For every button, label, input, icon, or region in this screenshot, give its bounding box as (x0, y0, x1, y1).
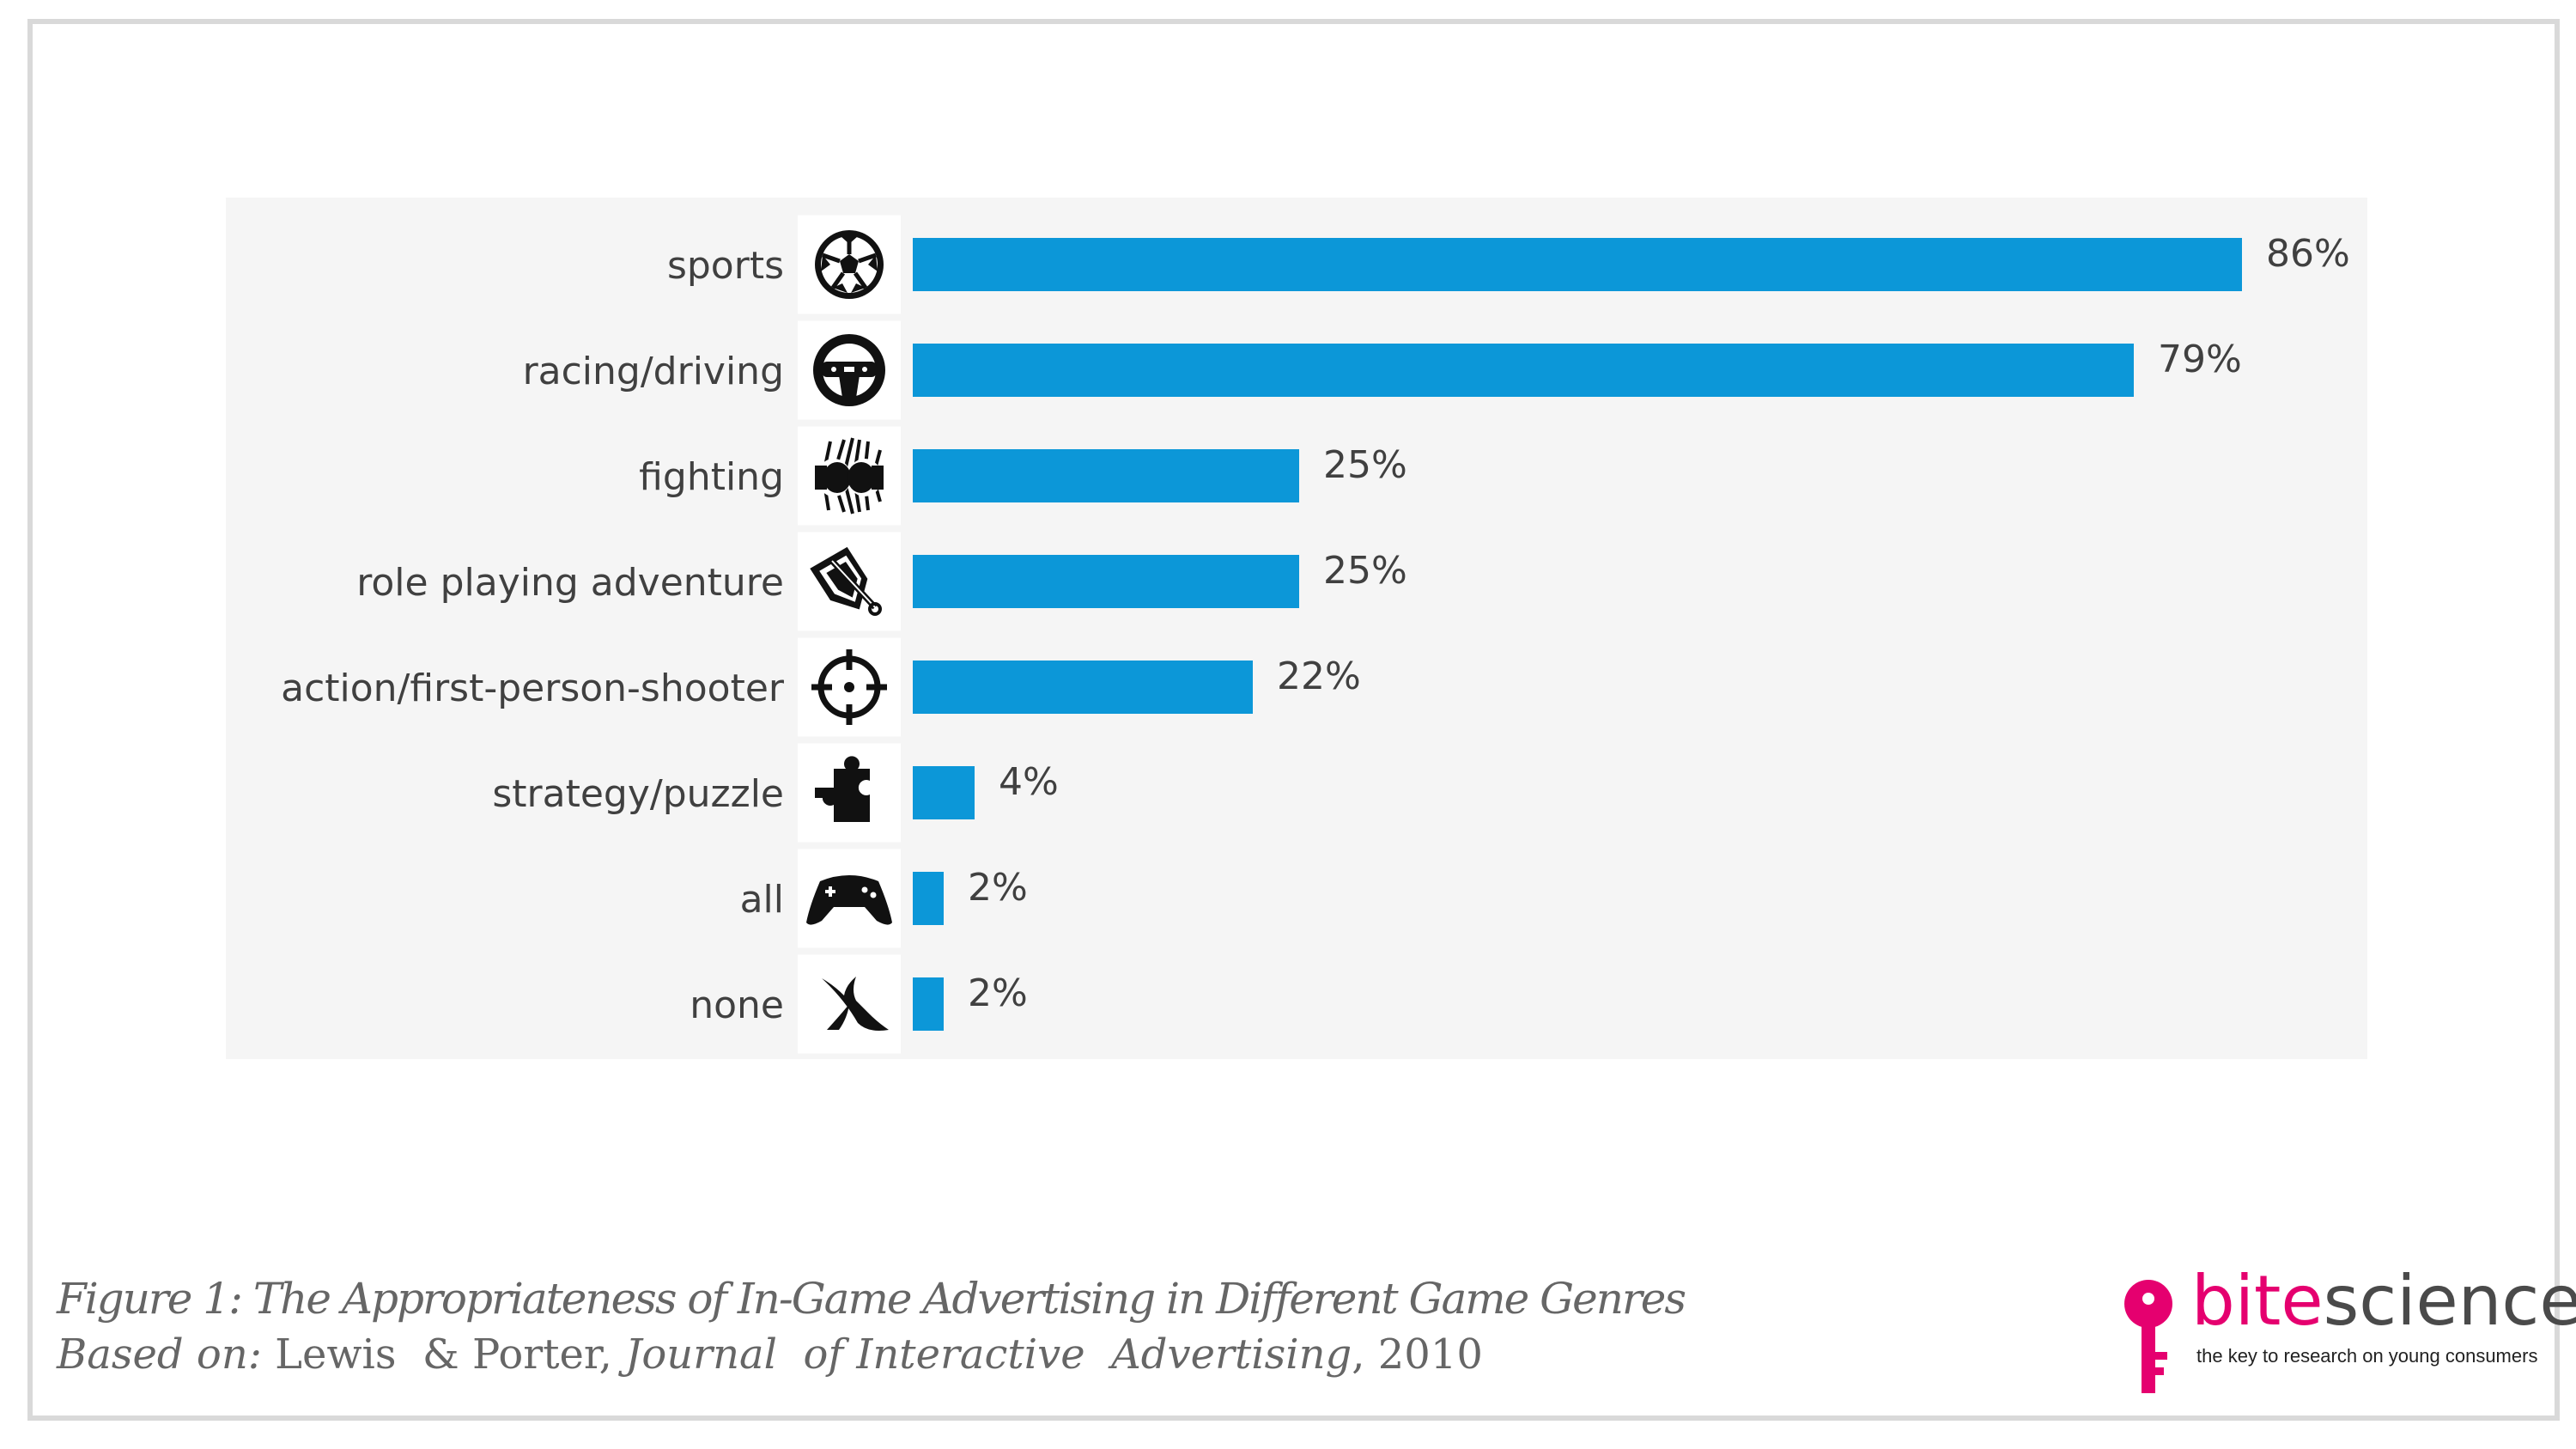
category-label: racing/driving (523, 350, 784, 393)
logo-tagline: the key to research on young consumers (2196, 1345, 2538, 1367)
value-label: 79% (2158, 338, 2242, 381)
logo-science: science (2323, 1261, 2576, 1341)
caption-source: Based on: Lewis & Porter, Journal of Int… (57, 1330, 1685, 1379)
value-label: 25% (1323, 549, 1407, 593)
caption-title: Figure 1: The Appropriateness of In-Game… (57, 1274, 1686, 1324)
chart-panel (226, 198, 2367, 1059)
value-label: 86% (2266, 232, 2350, 276)
bar-4 (913, 661, 1253, 714)
category-label: strategy/puzzle (492, 772, 784, 816)
value-label: 4% (999, 760, 1059, 804)
category-label: fighting (639, 455, 784, 499)
caption-source-journal: Journal of Interactive Advertising (625, 1330, 1352, 1379)
value-label: 22% (1277, 654, 1361, 698)
bar-7 (913, 977, 944, 1031)
value-label: 25% (1323, 443, 1407, 487)
bar-0 (913, 238, 2242, 291)
category-label: role playing adventure (356, 561, 784, 605)
bar-5 (913, 766, 975, 819)
steering-wheel-icon (813, 334, 885, 406)
value-label: 2% (968, 971, 1028, 1015)
bar-6 (913, 872, 944, 925)
category-label: sports (667, 244, 784, 288)
bar-2 (913, 449, 1299, 502)
caption-source-authors: Lewis & Porter, (261, 1330, 626, 1379)
soccer-ball-icon (815, 230, 884, 299)
logo-bite: bite (2191, 1261, 2324, 1341)
key-icon (2124, 1280, 2172, 1393)
category-label: none (690, 983, 784, 1027)
bar-chart: sports racing/driving fighting role playing… (281, 215, 2350, 1054)
bitescience-logo: bitescience the key to research on young… (2121, 1261, 2576, 1398)
bar-1 (913, 344, 2134, 397)
caption-source-prefix: Based on: (57, 1330, 262, 1379)
category-label: action/first-person-shooter (281, 667, 785, 710)
bar-3 (913, 555, 1299, 608)
logo-wordmark: bitescience (2191, 1261, 2576, 1341)
caption-source-year: , 2010 (1352, 1330, 1483, 1379)
figure-caption: Figure 1: The Appropriateness of In-Game… (57, 1274, 1686, 1379)
value-label: 2% (968, 866, 1028, 910)
category-label: all (740, 878, 784, 922)
